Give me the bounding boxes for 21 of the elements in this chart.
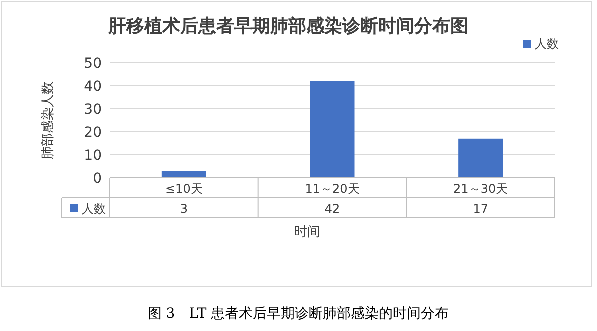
x-tick-label: 21～30天 bbox=[454, 182, 508, 196]
text: 人数 bbox=[82, 202, 106, 216]
y-tick-label: 30 bbox=[84, 102, 102, 118]
legend-label: 人数 bbox=[535, 37, 559, 51]
y-axis-title: 肺部感染人数 bbox=[41, 82, 56, 160]
y-tick-label: 0 bbox=[93, 171, 102, 187]
data-label: 17 bbox=[473, 202, 488, 216]
y-tick-label: 40 bbox=[84, 79, 102, 95]
bar bbox=[162, 171, 206, 178]
caption: 图 3 LT 患者术后早期诊断肺部感染的时间分布 bbox=[148, 306, 450, 322]
chart-title: 肝移植术后患者早期肺部感染诊断时间分布图 bbox=[108, 16, 468, 37]
y-tick-label: 10 bbox=[84, 148, 102, 164]
bar bbox=[458, 138, 504, 178]
y-tick-label: 20 bbox=[84, 125, 102, 141]
x-tick-label: ≤10天 bbox=[166, 182, 203, 196]
y-tick-label: 50 bbox=[84, 56, 102, 72]
data-label: 42 bbox=[324, 202, 340, 216]
bar bbox=[310, 81, 355, 178]
x-axis-title: 时间 bbox=[294, 225, 320, 240]
x-tick-label: 11～20天 bbox=[305, 182, 360, 196]
data-label: 3 bbox=[180, 202, 188, 216]
